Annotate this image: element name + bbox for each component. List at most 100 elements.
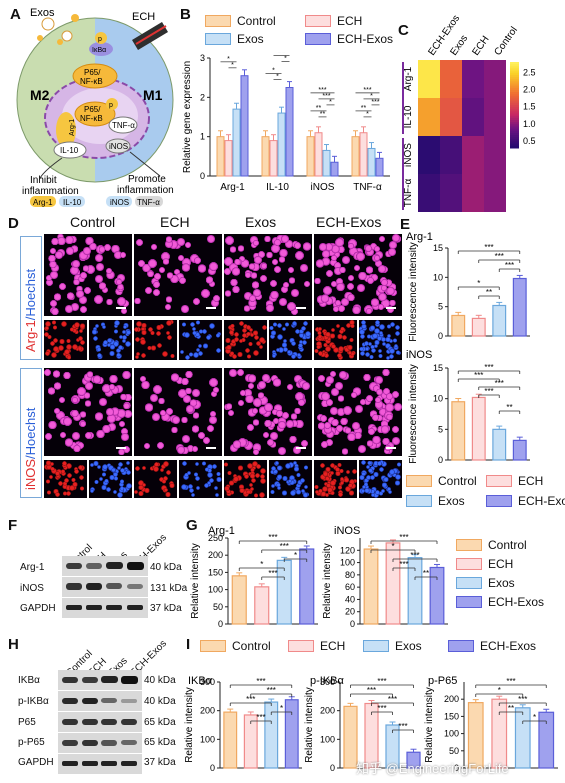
- d-img-inos-echexos-red: [314, 460, 357, 498]
- panel-a-schematic: Exos ECH p IκBα P65/ NF-κB P65/ NF-κB p …: [16, 7, 174, 207]
- y-tick-label: 120: [340, 545, 355, 555]
- merged-cell: [347, 293, 355, 302]
- blue-nucleus: [190, 493, 195, 498]
- h-blot-image: [58, 670, 142, 774]
- merged-cell: [250, 272, 257, 279]
- merged-cell: [257, 392, 265, 399]
- red-cell: [250, 467, 255, 473]
- heatmap-cell: [484, 174, 506, 212]
- merged-cell: [371, 413, 379, 421]
- significance-mark: *: [391, 542, 394, 551]
- d-row2-label-inos: iNOS: [23, 458, 38, 490]
- red-cell: [340, 480, 345, 485]
- y-axis-label: Fluorescence intensity: [408, 364, 419, 464]
- colorbar-segment: [510, 98, 519, 102]
- merged-cell: [331, 254, 338, 261]
- merged-cell: [177, 388, 187, 398]
- merged-cell: [95, 253, 104, 262]
- merged-cell: [335, 299, 342, 306]
- significance-mark: ***: [495, 252, 504, 261]
- blue-nucleus: [370, 493, 376, 498]
- blue-nucleus: [303, 484, 308, 489]
- merged-cell: [348, 246, 358, 256]
- y-tick-label: 200: [208, 550, 223, 560]
- y-tick-label: 80: [345, 570, 355, 580]
- blue-nucleus: [116, 352, 121, 358]
- merged-cell: [184, 241, 191, 248]
- legend-b-item-control: Control: [205, 14, 276, 28]
- legend-b-item-echexos: ECH-Exos: [305, 32, 393, 46]
- merged-cell: [269, 280, 277, 287]
- blue-nucleus: [92, 336, 98, 342]
- blue-nucleus: [94, 480, 99, 485]
- y-tick-label: 150: [444, 711, 459, 721]
- blue-nucleus: [197, 343, 203, 348]
- merged-cell: [326, 430, 334, 438]
- blue-nucleus: [109, 474, 115, 481]
- significance-mark: ***: [484, 363, 493, 372]
- significance-mark: ***: [256, 713, 265, 722]
- merged-cell: [273, 266, 281, 274]
- red-cell: [345, 486, 352, 492]
- merged-cell: [247, 374, 257, 383]
- legend-i-label-control: Control: [232, 639, 271, 653]
- blue-nucleus: [269, 325, 274, 331]
- merged-cell: [232, 285, 240, 293]
- merged-cell: [84, 400, 91, 407]
- exos-dot-2: [57, 39, 63, 45]
- blue-nucleus: [117, 344, 124, 350]
- blue-nucleus: [370, 489, 375, 494]
- blue-nucleus: [202, 461, 207, 466]
- legend-b-item-exos: Exos: [205, 32, 264, 46]
- merged-cell: [173, 268, 180, 275]
- merged-cell: [389, 300, 396, 307]
- bar-ech: [269, 140, 278, 177]
- red-cell: [224, 485, 230, 492]
- merged-cell: [304, 281, 311, 288]
- merged-cell: [59, 396, 66, 403]
- red-cell: [259, 473, 265, 479]
- red-cell: [326, 480, 332, 486]
- blue-nucleus: [125, 329, 131, 335]
- significance-mark: ***: [268, 569, 277, 578]
- red-cell: [166, 331, 171, 336]
- d-row2-label: iNOS/Hoechst: [23, 408, 38, 490]
- panel-label-d: D: [8, 215, 19, 232]
- red-cell: [135, 336, 141, 343]
- merged-cell: [293, 241, 302, 250]
- legend-e-swatch-ech: [486, 475, 512, 487]
- legend-e-swatch-control: [406, 475, 432, 487]
- d-img-inos-ech-red: [134, 460, 177, 498]
- red-cell: [45, 460, 52, 466]
- f-row-inos: iNOS: [20, 583, 44, 594]
- red-cell: [316, 344, 321, 350]
- blue-nucleus: [374, 490, 381, 496]
- merged-cell: [252, 443, 261, 452]
- merged-cell: [171, 426, 178, 434]
- significance-mark: ***: [371, 99, 379, 106]
- merged-cell: [101, 286, 109, 294]
- merged-cell: [185, 387, 192, 395]
- red-cell: [66, 473, 72, 479]
- blue-nucleus: [300, 325, 306, 331]
- merged-cell: [69, 266, 79, 275]
- merged-cell: [331, 244, 340, 254]
- legend-i-item-control: Control: [200, 639, 271, 653]
- merged-cell: [394, 403, 402, 411]
- significance-mark: *: [227, 56, 230, 63]
- blue-nucleus: [101, 472, 107, 477]
- blue-nucleus: [121, 334, 128, 340]
- h-row-p-ikba: p-IKBα: [18, 696, 49, 707]
- bar-ech-exos: [406, 751, 421, 769]
- colorbar-segment: [510, 77, 519, 80]
- red-cell: [318, 351, 323, 356]
- blue-nucleus: [301, 334, 308, 340]
- legend-e-item-ech: ECH: [486, 474, 543, 488]
- red-cell: [330, 470, 335, 476]
- blue-nucleus: [360, 489, 366, 494]
- blue-nucleus: [298, 345, 304, 351]
- blue-nucleus: [99, 476, 104, 481]
- merged-cell: [240, 259, 249, 268]
- merged-cell: [175, 377, 183, 384]
